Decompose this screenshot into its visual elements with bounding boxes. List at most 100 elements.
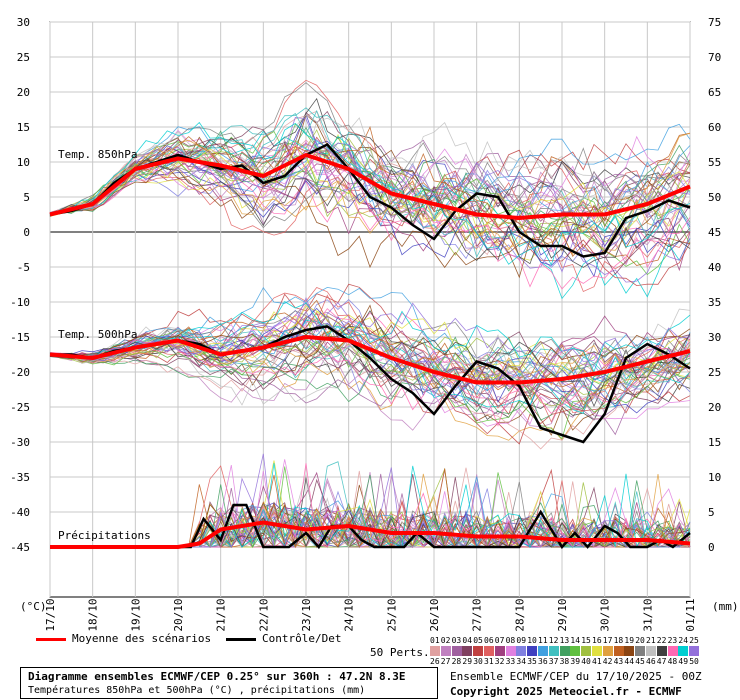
y-tick-right: 60 xyxy=(708,121,721,134)
y-tick-right: 25 xyxy=(708,366,721,379)
x-tick-label: 27/10 xyxy=(471,598,484,631)
pert-number: 09 xyxy=(516,636,527,645)
mean-line xyxy=(49,153,691,220)
left-axis-unit: (°C) xyxy=(20,600,47,613)
pert-number: 07 xyxy=(494,636,505,645)
pert-number: 24 xyxy=(678,636,689,645)
pert-number: 39 xyxy=(570,657,581,666)
pert-number: 04 xyxy=(462,636,473,645)
pert-number: 18 xyxy=(613,636,624,645)
pert-number: 46 xyxy=(646,657,656,666)
pert-number: 35 xyxy=(527,657,537,666)
y-tick-left: 15 xyxy=(17,121,30,134)
pert-swatch xyxy=(689,646,700,656)
mean-line xyxy=(49,335,691,385)
y-tick-right: 40 xyxy=(708,261,721,274)
ensemble-member-line xyxy=(49,161,691,279)
pert-swatch xyxy=(527,646,538,656)
y-tick-right: 20 xyxy=(708,401,721,414)
ensemble-member-line xyxy=(49,301,691,373)
pert-swatch xyxy=(581,646,592,656)
pert-number: 44 xyxy=(624,657,635,666)
y-tick-left: -5 xyxy=(17,261,30,274)
pert-swatch xyxy=(462,646,473,656)
y-tick-left: -40 xyxy=(10,506,30,519)
pert-number: 19 xyxy=(624,636,635,645)
x-tick-label: 24/10 xyxy=(343,598,356,631)
pert-number: 22 xyxy=(656,636,667,645)
pert-number: 29 xyxy=(462,657,473,666)
ensemble-member-line xyxy=(49,132,691,249)
y-tick-left: -30 xyxy=(10,436,30,449)
x-tick-label: 23/10 xyxy=(300,598,313,631)
y-tick-right: 50 xyxy=(708,191,721,204)
ensemble-member-line xyxy=(49,162,691,272)
x-tick-label: 19/10 xyxy=(129,598,142,631)
pert-number: 10 xyxy=(527,636,537,645)
pert-swatch xyxy=(624,646,635,656)
x-tick-label: 18/10 xyxy=(87,598,100,631)
pert-number: 01 xyxy=(430,636,440,645)
y-tick-right: 75 xyxy=(708,16,721,29)
y-tick-right: 10 xyxy=(708,471,721,484)
pert-swatch xyxy=(592,646,602,656)
pert-swatch xyxy=(602,646,613,656)
ensemble-member-line xyxy=(49,153,691,266)
pert-swatch xyxy=(548,646,559,656)
copyright: Copyright 2025 Meteociel.fr - ECMWF xyxy=(450,685,682,698)
x-tick-label: 17/10 xyxy=(44,598,57,631)
y-tick-left: -15 xyxy=(10,331,30,344)
pert-swatch xyxy=(667,646,678,656)
ensemble-member-line xyxy=(49,136,691,287)
y-tick-left: 5 xyxy=(23,191,30,204)
y-tick-left: 20 xyxy=(17,86,30,99)
panel-label: Temp. 850hPa xyxy=(58,148,137,161)
pert-number: 33 xyxy=(505,657,516,666)
pert-swatch xyxy=(570,646,581,656)
pert-number: 37 xyxy=(548,657,559,666)
pert-swatch xyxy=(494,646,505,656)
ensemble-member-line xyxy=(49,310,691,408)
y-tick-right: 35 xyxy=(708,296,721,309)
pert-number: 02 xyxy=(440,636,451,645)
control-line xyxy=(50,503,691,550)
pert-number: 48 xyxy=(667,657,678,666)
x-tick-label: 26/10 xyxy=(428,598,441,631)
x-tick-label: 20/10 xyxy=(172,598,185,631)
pert-swatch xyxy=(559,646,570,656)
ensemble-member-line xyxy=(49,334,691,421)
pert-number: 41 xyxy=(592,657,602,666)
pert-swatch xyxy=(646,646,656,656)
pert-swatch xyxy=(516,646,527,656)
ensemble-member-line xyxy=(49,286,691,392)
pert-number: 43 xyxy=(613,657,624,666)
pert-number: 05 xyxy=(473,636,483,645)
y-tick-right: 45 xyxy=(708,226,721,239)
pert-number: 11 xyxy=(538,636,548,645)
pert-number: 49 xyxy=(678,657,689,666)
pert-number: 08 xyxy=(505,636,516,645)
y-tick-left: 30 xyxy=(17,16,30,29)
pert-swatch xyxy=(505,646,516,656)
ensemble-member-line xyxy=(49,336,691,396)
pert-number: 12 xyxy=(548,636,559,645)
panel-label: Temp. 500hPa xyxy=(58,328,137,341)
y-tick-right: 0 xyxy=(708,541,715,554)
y-tick-left: 0 xyxy=(23,226,30,239)
pert-swatch xyxy=(613,646,624,656)
y-tick-right: 70 xyxy=(708,51,721,64)
pert-number: 40 xyxy=(581,657,591,666)
ensemble-member-line xyxy=(49,126,691,266)
y-tick-right: 15 xyxy=(708,436,721,449)
pert-number: 34 xyxy=(516,657,527,666)
x-tick-label: 28/10 xyxy=(513,598,526,631)
pert-number: 23 xyxy=(667,636,678,645)
y-tick-left: -20 xyxy=(10,366,30,379)
ensemble-member-line xyxy=(49,335,691,407)
x-tick-label: 21/10 xyxy=(215,598,228,631)
pert-number: 20 xyxy=(635,636,645,645)
y-tick-right: 5 xyxy=(708,506,715,519)
pert-number: 15 xyxy=(581,636,591,645)
y-tick-left: -45 xyxy=(10,541,30,554)
